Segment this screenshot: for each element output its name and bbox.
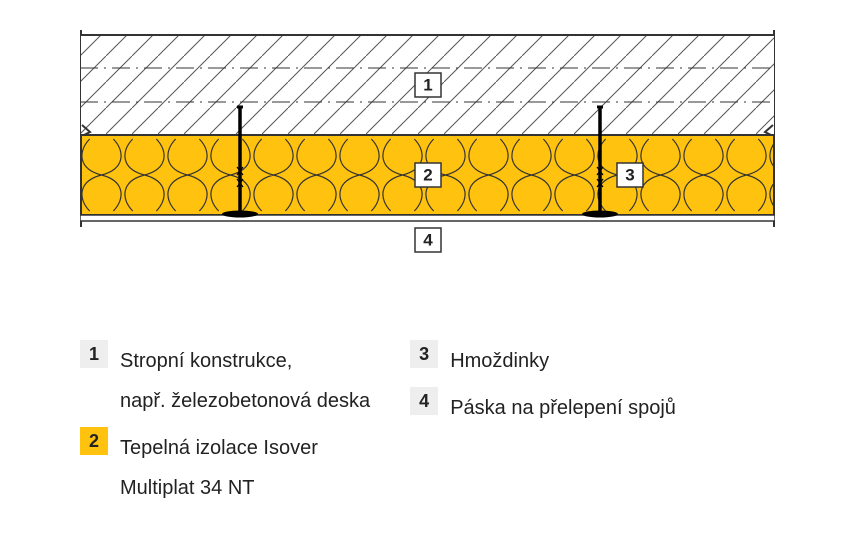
legend-item: 1 Stropní konstrukce,např. železobetonová… [80,340,370,421]
legend-text: Hmoždinky [450,340,549,381]
legend-number: 4 [410,387,438,415]
legend: 1 Stropní konstrukce,např. železobetonová… [80,340,775,508]
legend-item: 3 Hmoždinky [410,340,676,381]
legend-text: Stropní konstrukce,např. železobetonová … [120,340,370,421]
legend-text: Tepelná izolace IsoverMultiplat 34 NT [120,427,318,508]
cross-section-diagram: 1 2 3 4 [80,30,775,260]
legend-item: 2 Tepelná izolace IsoverMultiplat 34 NT [80,427,370,508]
svg-text:3: 3 [625,166,634,185]
legend-column-left: 1 Stropní konstrukce,např. železobetonová… [80,340,370,508]
diagram-svg: 1 2 3 4 [80,30,775,260]
legend-column-right: 3 Hmoždinky 4 Páska na přelepení spojů [410,340,676,508]
svg-text:1: 1 [423,76,432,95]
legend-number: 2 [80,427,108,455]
svg-text:4: 4 [423,231,433,250]
svg-text:2: 2 [423,166,432,185]
legend-text: Páska na přelepení spojů [450,387,676,428]
legend-number: 3 [410,340,438,368]
legend-number: 1 [80,340,108,368]
legend-item: 4 Páska na přelepení spojů [410,387,676,428]
